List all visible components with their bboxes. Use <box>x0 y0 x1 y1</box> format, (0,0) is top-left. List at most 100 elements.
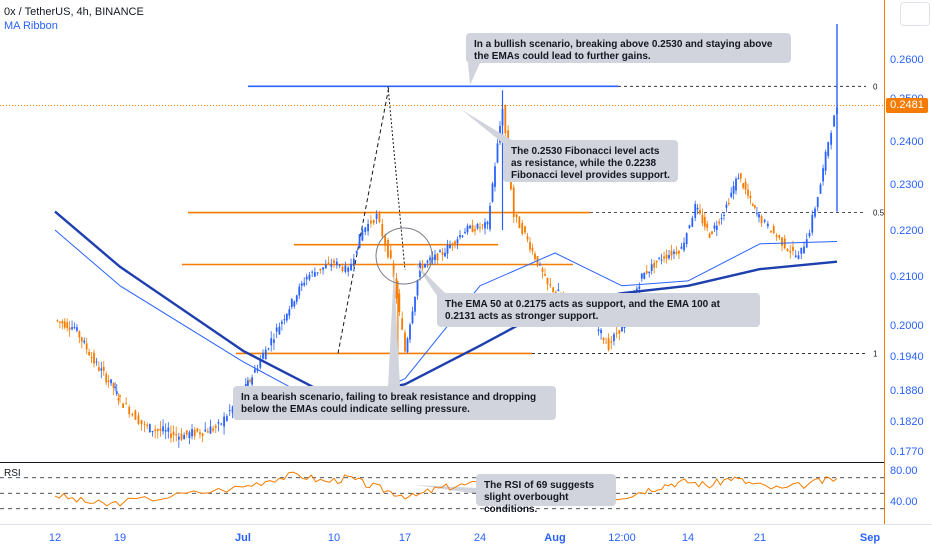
price-candle <box>313 272 316 277</box>
time-tick-label: Aug <box>544 532 565 544</box>
price-candle <box>808 232 811 237</box>
price-candle <box>607 338 610 350</box>
price-candle <box>352 258 355 267</box>
price-candle <box>185 430 188 435</box>
time-tick-label: 24 <box>474 532 486 544</box>
rsi-tick-label: 40.00 <box>890 496 918 508</box>
price-candle <box>409 324 411 340</box>
price-candle <box>504 105 507 134</box>
price-candle <box>720 217 723 219</box>
price-candle <box>128 406 131 415</box>
price-candle <box>512 187 515 217</box>
price-candle <box>446 245 449 254</box>
price-axis[interactable]: 0.26000.25000.24000.23000.22000.21000.20… <box>890 54 924 508</box>
price-candle <box>134 410 137 420</box>
price-candle <box>670 250 673 256</box>
price-candle <box>278 326 281 335</box>
price-candle <box>361 229 364 241</box>
price-candle <box>792 246 794 251</box>
price-candle <box>421 265 424 269</box>
price-candle <box>708 233 711 238</box>
price-candle <box>602 338 605 341</box>
chart-settings-box[interactable] <box>900 2 930 26</box>
price-candle <box>300 283 303 286</box>
price-candle <box>288 309 291 316</box>
price-candle <box>541 268 544 273</box>
price-candle <box>117 398 120 401</box>
price-candle <box>822 168 824 182</box>
price-candle <box>534 253 536 260</box>
price-candle <box>95 361 98 363</box>
price-candle <box>786 248 789 251</box>
price-candle <box>758 214 760 218</box>
price-candle <box>196 428 199 432</box>
price-candle <box>441 252 444 255</box>
price-candle <box>811 214 814 233</box>
price-candle <box>327 262 330 264</box>
price-candle <box>621 322 623 332</box>
price-candle <box>183 435 186 440</box>
price-candle <box>341 266 344 272</box>
price-candle <box>414 296 416 312</box>
support-circle <box>375 227 433 285</box>
price-candle <box>107 380 110 382</box>
price-candle <box>316 272 319 274</box>
price-candle <box>311 271 314 273</box>
ema-ribbon <box>54 210 838 412</box>
price-candle <box>270 338 273 346</box>
price-candle <box>381 223 384 237</box>
bearish-callout: In a bearish scenario, failing to break … <box>233 386 556 420</box>
price-candle <box>772 226 775 233</box>
price-candle <box>253 369 256 373</box>
price-candle <box>464 231 466 234</box>
price-candle <box>819 184 822 194</box>
price-candle <box>115 391 118 395</box>
price-candle <box>358 234 361 249</box>
price-candle <box>58 321 61 323</box>
price-candle <box>100 368 103 371</box>
price-candle <box>678 250 680 254</box>
price-candle <box>424 263 426 268</box>
price-candle <box>137 415 140 424</box>
price-candle <box>347 267 350 272</box>
price-candle <box>610 341 613 343</box>
price-candle <box>701 214 704 224</box>
trend-lines <box>337 86 406 354</box>
price-candle <box>725 204 728 208</box>
price-tick-label: 0.1770 <box>890 446 924 458</box>
price-candle <box>753 205 756 208</box>
price-candle <box>389 250 392 259</box>
price-candle <box>212 428 215 431</box>
price-candle <box>110 379 112 384</box>
price-candle <box>102 366 105 371</box>
price-candle <box>148 424 151 433</box>
price-candle <box>797 255 800 259</box>
time-axis[interactable]: 12 19 Jul 10 17 24 Aug 12:00 14 21 Sep <box>49 532 880 544</box>
price-candle <box>640 273 643 279</box>
price-candle <box>703 217 706 227</box>
price-candle <box>655 260 658 263</box>
price-candle <box>63 321 66 328</box>
price-candle <box>526 236 529 240</box>
price-candle <box>68 327 71 330</box>
price-candle <box>411 311 414 324</box>
fib-callout: The 0.2530 Fibonacci level acts as resis… <box>503 140 678 182</box>
price-candle <box>90 357 93 359</box>
price-candle <box>226 416 228 421</box>
price-candle <box>685 233 688 245</box>
price-candle <box>699 209 701 214</box>
price-candle <box>749 195 752 199</box>
price-candle <box>449 245 451 249</box>
price-candle <box>355 250 358 254</box>
price-candle <box>209 426 212 434</box>
price-candle <box>665 254 668 259</box>
price-candle <box>177 436 180 440</box>
price-candle <box>827 142 830 156</box>
price-candle <box>140 419 143 425</box>
ema-50-line <box>54 229 838 412</box>
indicator-label[interactable]: MA Ribbon <box>4 20 58 32</box>
rsi-label[interactable]: RSI <box>4 468 21 479</box>
price-candle <box>718 221 721 224</box>
